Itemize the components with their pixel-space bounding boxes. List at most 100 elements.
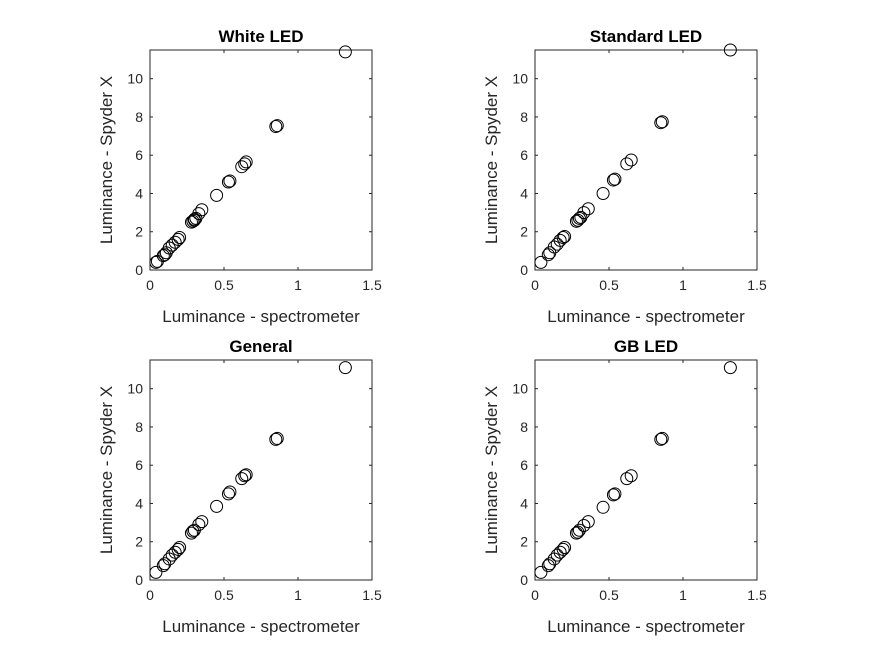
x-tick-label: 0 xyxy=(146,277,154,293)
x-tick-label: 1.5 xyxy=(747,587,767,603)
y-tick-label: 10 xyxy=(127,381,143,397)
data-point xyxy=(655,115,669,129)
data-point xyxy=(655,431,669,445)
data-point xyxy=(239,468,253,482)
x-tick-label: 0.5 xyxy=(214,587,234,603)
x-axis-label: Luminance - spectrometer xyxy=(162,307,360,326)
x-tick-label: 1 xyxy=(679,277,687,293)
data-point xyxy=(654,116,668,130)
y-tick-label: 8 xyxy=(135,419,143,435)
data-point xyxy=(577,206,591,220)
data-point xyxy=(269,120,283,134)
data-point xyxy=(596,500,610,514)
y-axis-label: Luminance - Spyder X xyxy=(97,386,116,554)
data-point xyxy=(221,487,235,501)
y-tick-label: 4 xyxy=(520,495,528,511)
y-tick-label: 10 xyxy=(127,71,143,87)
y-tick-label: 4 xyxy=(135,185,143,201)
data-point xyxy=(238,157,252,171)
chart-title: General xyxy=(229,337,292,356)
x-tick-label: 1 xyxy=(294,587,302,603)
data-point xyxy=(238,469,252,483)
chart-title: Standard LED xyxy=(590,27,702,46)
data-point xyxy=(624,153,638,167)
data-point xyxy=(168,545,182,559)
data-point xyxy=(173,230,187,244)
y-tick-label: 10 xyxy=(512,71,528,87)
y-axis-label: Luminance - Spyder X xyxy=(482,76,501,244)
y-tick-label: 10 xyxy=(512,381,528,397)
x-tick-label: 1 xyxy=(294,277,302,293)
data-point xyxy=(558,540,572,554)
data-point xyxy=(173,540,187,554)
data-point xyxy=(608,487,622,501)
y-axis-label: Luminance - Spyder X xyxy=(97,76,116,244)
data-point xyxy=(581,515,595,529)
chart-title: White LED xyxy=(219,27,304,46)
data-point xyxy=(210,188,224,202)
data-point xyxy=(723,361,737,375)
x-tick-label: 1.5 xyxy=(362,277,382,293)
axes-frame xyxy=(534,49,758,271)
y-tick-label: 8 xyxy=(520,419,528,435)
data-point xyxy=(534,565,548,579)
data-point xyxy=(620,472,634,486)
data-point xyxy=(239,155,253,169)
data-point xyxy=(338,361,352,375)
y-axis-label: Luminance - Spyder X xyxy=(482,386,501,554)
data-point xyxy=(558,230,572,244)
data-point xyxy=(569,526,583,540)
data-point xyxy=(606,488,620,502)
data-point xyxy=(553,545,567,559)
data-point xyxy=(158,248,172,262)
x-axis-label: Luminance - spectrometer xyxy=(547,617,745,636)
data-point xyxy=(269,432,283,446)
data-point xyxy=(270,119,284,133)
x-tick-label: 1.5 xyxy=(747,277,767,293)
x-axis-label: Luminance - spectrometer xyxy=(162,617,360,636)
y-tick-label: 6 xyxy=(135,457,143,473)
y-tick-label: 0 xyxy=(520,262,528,278)
data-point xyxy=(235,160,249,174)
data-point xyxy=(723,43,737,57)
data-point xyxy=(338,45,352,59)
y-tick-label: 6 xyxy=(520,147,528,163)
data-point xyxy=(168,235,182,249)
data-point xyxy=(171,542,185,556)
axes-frame xyxy=(149,359,373,581)
data-point xyxy=(184,526,198,540)
data-point xyxy=(195,515,209,529)
data-point xyxy=(556,542,570,556)
subplot-gb-led: 0 0.5 1 1.5 0 2 4 6 8 10 GB LED Luminance - spectro… xyxy=(482,337,767,636)
subplot-general: 0 0.5 1 1.5 0 2 4 6 8 10 General Luminance - spectr… xyxy=(97,337,382,636)
y-tick-label: 8 xyxy=(520,109,528,125)
data-point xyxy=(210,499,224,513)
y-tick-label: 6 xyxy=(520,457,528,473)
data-point xyxy=(608,172,622,186)
y-tick-label: 0 xyxy=(135,572,143,588)
data-point xyxy=(192,518,206,532)
y-tick-label: 2 xyxy=(520,534,528,550)
data-point xyxy=(569,214,583,228)
axes-frame xyxy=(534,359,758,581)
x-tick-label: 0 xyxy=(146,587,154,603)
x-axis-label: Luminance - spectrometer xyxy=(547,307,745,326)
data-point xyxy=(192,207,206,221)
x-tick-label: 0 xyxy=(531,277,539,293)
data-point xyxy=(270,431,284,445)
y-tick-label: 0 xyxy=(135,262,143,278)
y-tick-label: 2 xyxy=(135,534,143,550)
data-point xyxy=(171,232,185,246)
data-point xyxy=(195,203,209,217)
data-point xyxy=(577,518,591,532)
data-point xyxy=(620,157,634,171)
data-point xyxy=(624,469,638,483)
y-tick-label: 6 xyxy=(135,147,143,163)
data-point xyxy=(553,233,567,247)
axes-frame xyxy=(149,49,373,271)
data-point xyxy=(221,175,235,189)
data-point xyxy=(596,186,610,200)
data-point xyxy=(534,255,548,269)
y-tick-label: 4 xyxy=(135,495,143,511)
x-tick-label: 1.5 xyxy=(362,587,382,603)
